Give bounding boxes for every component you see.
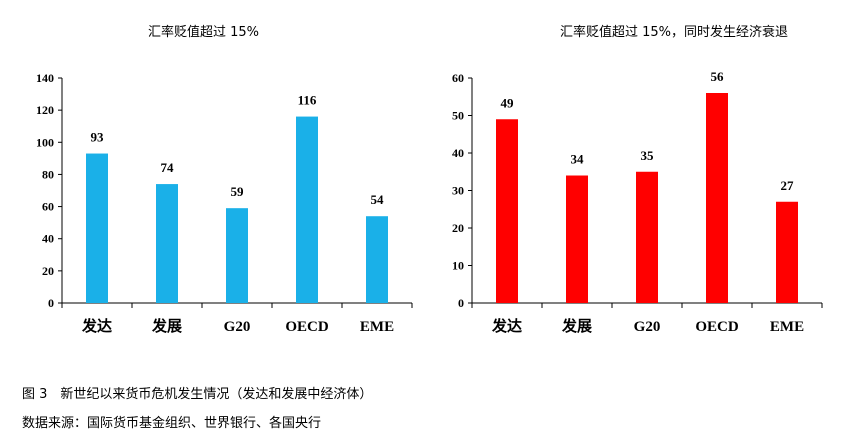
y-tick-label: 0: [48, 296, 54, 310]
figure-caption: 图 3 新世纪以来货币危机发生情况（发达和发展中经济体）: [22, 387, 373, 402]
data-label: 116: [298, 93, 317, 108]
data-label: 54: [371, 192, 385, 207]
bar-2: [636, 171, 658, 303]
bar-3: [296, 116, 318, 303]
y-tick-label: 120: [36, 103, 54, 117]
bar-4: [366, 216, 388, 303]
source-caption: 数据来源：国际货币基金组织、世界银行、各国央行: [22, 416, 322, 431]
y-tick-label: 80: [42, 167, 54, 181]
right-chart-title: 汇率贬值超过 15%，同时发生经济衰退: [560, 25, 789, 40]
bar-0: [496, 119, 518, 303]
bar-0: [86, 153, 108, 303]
data-label: 59: [231, 184, 245, 199]
y-tick-label: 0: [458, 296, 464, 310]
category-label: G20: [634, 319, 661, 335]
bar-4: [776, 201, 798, 303]
left-bar-chart: 0 20 40 60 80 100 120 140 93 发达 74 发展 59 G20 116 OECD 54…: [36, 71, 413, 335]
data-label: 27: [781, 178, 795, 193]
bar-2: [226, 208, 248, 303]
data-label: 49: [501, 95, 515, 110]
y-tick-label: 40: [42, 232, 54, 246]
y-tick-label: 10: [452, 259, 464, 273]
data-label: 74: [161, 160, 175, 175]
bar-1: [156, 184, 178, 303]
category-label: OECD: [695, 319, 739, 335]
category-label: EME: [770, 319, 804, 335]
right-bar-chart: 0 10 20 30 40 50 60 49 发达 34 发展 35 G20 56 OECD 27 EME: [452, 69, 823, 335]
y-tick-label: 30: [452, 184, 464, 198]
bar-3: [706, 93, 728, 303]
bar-1: [566, 175, 588, 303]
data-label: 34: [571, 152, 585, 167]
y-tick-label: 140: [36, 71, 54, 85]
y-tick-label: 100: [36, 135, 54, 149]
data-label: 56: [711, 69, 725, 84]
category-label: 发达: [81, 317, 112, 335]
y-tick-label: 50: [452, 109, 464, 123]
y-tick-label: 60: [452, 71, 464, 85]
category-label: EME: [360, 319, 394, 335]
category-label: G20: [224, 319, 251, 335]
category-label: 发展: [561, 317, 592, 335]
left-chart-title: 汇率贬值超过 15%: [148, 25, 260, 40]
data-label: 35: [641, 148, 655, 163]
y-tick-label: 40: [452, 146, 464, 160]
category-label: 发展: [151, 317, 182, 335]
category-label: OECD: [285, 319, 329, 335]
data-label: 93: [91, 130, 105, 145]
y-tick-label: 20: [42, 264, 54, 278]
y-tick-label: 20: [452, 221, 464, 235]
y-tick-label: 60: [42, 200, 54, 214]
category-label: 发达: [491, 317, 522, 335]
